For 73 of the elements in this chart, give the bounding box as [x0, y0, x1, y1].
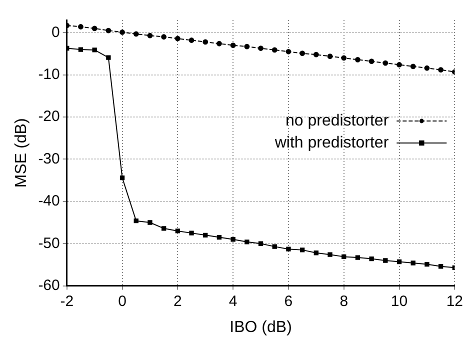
point: [438, 264, 444, 269]
point: [216, 234, 222, 240]
point: [133, 31, 139, 37]
point: [134, 218, 138, 224]
y-axis-title: MSE (dB): [13, 118, 30, 188]
point: [202, 39, 208, 45]
point: [272, 244, 277, 249]
point: [244, 240, 250, 244]
x-tick-label: 12: [446, 292, 463, 310]
point: [78, 47, 84, 52]
point: [313, 52, 319, 58]
point: [175, 228, 180, 234]
point: [396, 62, 402, 68]
point: [147, 32, 153, 38]
point: [244, 44, 250, 50]
point: [342, 254, 346, 260]
point: [355, 56, 360, 62]
y-tick-label: 0: [52, 24, 60, 41]
legend-label: with predistorter: [274, 134, 390, 152]
point: [314, 250, 319, 256]
x-tick-label: 10: [390, 292, 408, 310]
point: [174, 36, 180, 42]
point: [148, 220, 152, 225]
point: [286, 48, 292, 54]
x-tick-label: 8: [340, 292, 348, 310]
point: [161, 34, 167, 40]
point: [369, 256, 374, 262]
point: [410, 64, 416, 70]
point: [424, 65, 430, 71]
point: [300, 50, 306, 56]
point: [216, 40, 222, 46]
point: [424, 262, 430, 267]
point: [272, 47, 278, 53]
point: [203, 232, 208, 238]
point: [188, 38, 194, 43]
point: [258, 46, 264, 51]
point: [92, 26, 98, 32]
y-tick-label: -60: [38, 276, 60, 294]
y-tick-label: -50: [38, 234, 60, 252]
point: [230, 42, 236, 48]
point: [341, 55, 347, 61]
legend-label: no predistorter: [285, 112, 390, 130]
point: [382, 60, 388, 66]
point: [120, 175, 125, 180]
point: [120, 30, 125, 35]
point: [368, 58, 374, 64]
point: [258, 241, 264, 246]
x-tick-label: 0: [118, 292, 126, 310]
point: [438, 67, 444, 72]
point: [383, 258, 388, 263]
point: [396, 259, 402, 264]
point: [92, 48, 97, 52]
x-tick-label: 6: [284, 292, 293, 310]
point: [328, 252, 332, 257]
y-tick-label: -20: [38, 108, 60, 126]
point: [286, 246, 291, 252]
point: [106, 55, 111, 60]
point: [161, 226, 166, 231]
y-tick-label: -30: [38, 150, 60, 168]
point: [410, 260, 416, 266]
point: [230, 237, 236, 242]
point: [327, 54, 333, 59]
y-tick-label: -40: [38, 192, 60, 210]
x-tick-label: 4: [228, 292, 238, 310]
point: [106, 28, 112, 34]
x-tick-label: -2: [60, 292, 74, 310]
x-tick-label: 2: [174, 292, 182, 310]
point: [78, 24, 84, 30]
point: [355, 255, 360, 260]
point: [300, 248, 305, 252]
point: [189, 230, 194, 236]
y-tick-label: -10: [38, 66, 60, 83]
x-axis-title: IBO (dB): [230, 318, 292, 336]
